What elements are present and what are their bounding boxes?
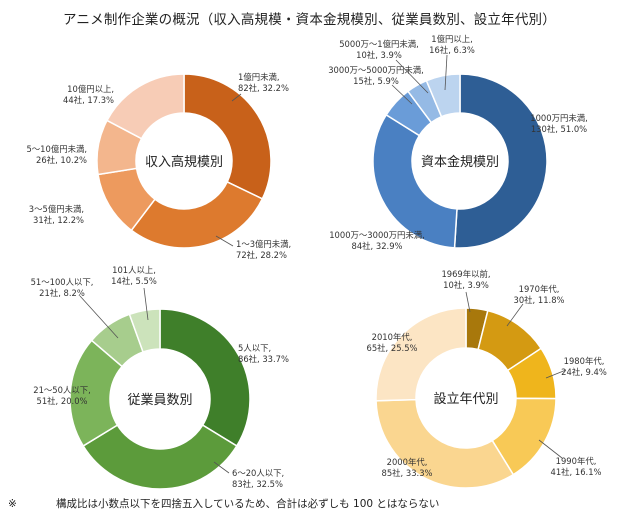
data-label-value: 130社, 51.0% — [531, 124, 587, 134]
data-label-value: 21社, 8.2% — [39, 288, 85, 298]
data-label-name: 6～20人以下, — [232, 468, 284, 478]
footnote: ※ 構成比は小数点以下を四捨五入しているため、合計は必ずしも 100 とはならない — [8, 496, 439, 511]
data-label-value: 51社, 20.0% — [37, 396, 88, 406]
slice-3-5 — [128, 308, 161, 353]
leader-line — [213, 461, 230, 474]
data-label-value: 72社, 28.2% — [236, 250, 287, 260]
slice-3-2 — [82, 424, 238, 490]
leader-line — [538, 439, 563, 459]
slice-2-2 — [372, 113, 458, 249]
data-label-name: 1～3億円未満, — [236, 239, 291, 249]
slice-1-1 — [183, 73, 272, 200]
donut-chart-2: 資本金規模別 1000万円未満,130社, 51.0% 1000万～3000万円未満… — [328, 34, 588, 251]
slice-4-5 — [375, 398, 515, 489]
chart-center-title: 資本金規模別 — [421, 154, 499, 170]
data-label-value: 10社, 3.9% — [443, 280, 489, 290]
slice-3-1 — [159, 308, 251, 447]
data-label-name: 1969年以前, — [441, 269, 490, 279]
leader-line — [395, 59, 429, 94]
footnote-mark: ※ — [8, 498, 17, 510]
leader-line — [545, 369, 567, 379]
data-label-name: 51～100人以下, — [31, 277, 94, 287]
leader-line — [444, 54, 448, 91]
chart-center-title: 収入高規模別 — [145, 154, 223, 170]
data-label-name: 3000万～5000万円未満, — [328, 65, 424, 75]
slice-4-6 — [375, 307, 467, 402]
data-label-value: 15社, 5.9% — [353, 76, 399, 86]
leader-line — [231, 93, 242, 102]
leader-line — [391, 84, 413, 105]
data-label-name: 5～10億円未満, — [26, 144, 87, 154]
slice-1-2 — [130, 180, 264, 249]
data-label-value: 30社, 11.8% — [514, 295, 565, 305]
data-label-value: 82社, 32.2% — [238, 83, 289, 93]
data-label-value: 86社, 33.7% — [238, 354, 289, 364]
data-label-name: 1970年代, — [519, 284, 560, 294]
leader-line — [215, 235, 234, 247]
data-label-name: 5000万～1億円未満, — [339, 39, 419, 49]
data-label-value: 41社, 16.1% — [551, 467, 602, 477]
data-label-name: 1億円未満, — [238, 72, 280, 82]
leader-line — [465, 291, 471, 313]
leader-line — [79, 295, 119, 339]
data-label-name: 2000年代, — [387, 457, 428, 467]
chart-center-title: 従業員数別 — [127, 392, 192, 408]
data-label-name: 2010年代, — [372, 332, 413, 342]
slice-1-5 — [106, 73, 185, 140]
data-label-value: 65社, 25.5% — [367, 343, 418, 353]
data-label-value: 14社, 5.5% — [111, 276, 157, 286]
figure-title: アニメ制作企業の概況（収入高規模・資本金規模別、従業員数別、設立年代別） — [63, 12, 556, 28]
slice-2-1 — [453, 73, 548, 249]
data-label-name: 5人以下, — [238, 343, 271, 353]
data-label-value: 31社, 12.2% — [33, 215, 84, 225]
data-label-name: 1990年代, — [556, 456, 597, 466]
leader-line — [143, 287, 149, 321]
footnote-text: 構成比は小数点以下を四捨五入しているため、合計は必ずしも 100 とはならない — [56, 498, 440, 510]
data-label-value: 84社, 32.9% — [352, 241, 403, 251]
data-label-value: 10社, 3.9% — [356, 50, 402, 60]
data-label-value: 24社, 9.4% — [561, 367, 607, 377]
data-label-name: 10億円以上, — [67, 84, 114, 94]
data-label-value: 44社, 17.3% — [63, 95, 114, 105]
data-label-name: 1億円以上, — [431, 34, 473, 44]
data-label-name: 3～5億円未満, — [29, 204, 84, 214]
data-label-name: 1000万円未満, — [530, 113, 587, 123]
data-label-name: 101人以上, — [112, 265, 156, 275]
data-label-name: 21～50人以下, — [33, 385, 90, 395]
data-label-value: 83社, 32.5% — [232, 479, 283, 489]
data-label-name: 1000万～3000万円未満, — [329, 230, 425, 240]
donut-chart-4: 設立年代別 1969年以前,10社, 3.9% 1970年代,30社, 11.8% 1… — [367, 269, 607, 489]
data-label-value: 26社, 10.2% — [36, 155, 87, 165]
chart-center-title: 設立年代別 — [433, 391, 498, 407]
donut-chart-1: 収入高規模別 1億円未満,82社, 32.2% 1～3億円未満,72社, 28.2%… — [26, 72, 291, 260]
slice-2-5 — [425, 73, 461, 118]
data-label-name: 1980年代, — [564, 356, 605, 366]
donut-chart-3: 従業員数別 5人以下,86社, 33.7% 6～20人以下,83社, 32.5% 21… — [31, 265, 289, 490]
leader-line — [506, 303, 524, 327]
data-label-value: 85社, 33.3% — [382, 468, 433, 478]
data-label-value: 16社, 6.3% — [429, 45, 475, 55]
